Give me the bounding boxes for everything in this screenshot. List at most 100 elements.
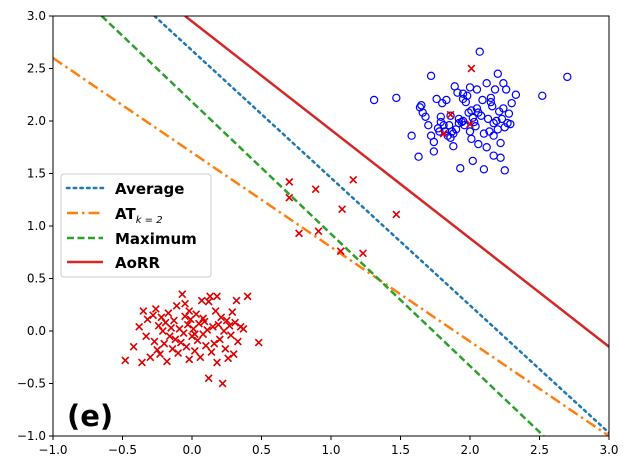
cross-point bbox=[169, 316, 178, 325]
cross-point bbox=[182, 342, 191, 351]
circle-point bbox=[500, 166, 509, 175]
cross-point bbox=[228, 308, 237, 317]
cross-point bbox=[146, 353, 155, 362]
cross-point bbox=[213, 292, 221, 301]
cross-point bbox=[439, 129, 448, 138]
legend-label-at-subscript: k = 2 bbox=[136, 215, 163, 226]
circle-point bbox=[461, 97, 471, 107]
y-axis: −1.0 −0.5 0.0 0.5 1.0 1.5 2.0 2.5 3.0 bbox=[17, 9, 53, 443]
x-tick-label: 0.0 bbox=[182, 443, 201, 457]
circle-point bbox=[474, 139, 483, 149]
line-aorr bbox=[184, 16, 609, 348]
cross-point bbox=[285, 193, 294, 202]
cross-point bbox=[171, 335, 180, 344]
cross-point bbox=[222, 316, 231, 325]
cross-point bbox=[215, 335, 224, 344]
cross-point bbox=[208, 322, 217, 331]
y-tick-label: 0.0 bbox=[27, 324, 46, 338]
circle-point bbox=[392, 93, 401, 103]
cross-point bbox=[192, 310, 201, 319]
panel-label: (e) bbox=[67, 399, 113, 433]
circle-point bbox=[507, 98, 516, 108]
cross-point bbox=[197, 296, 206, 305]
cross-point bbox=[167, 323, 176, 332]
circle-point bbox=[436, 112, 446, 122]
cross-point bbox=[121, 356, 130, 365]
circle-point bbox=[418, 108, 427, 117]
circle-point bbox=[499, 104, 508, 113]
circle-point bbox=[485, 127, 494, 136]
cross-point bbox=[172, 301, 181, 310]
cross-point bbox=[129, 342, 138, 351]
x-tick-label: −0.5 bbox=[108, 443, 137, 457]
circle-point bbox=[454, 118, 464, 128]
circle-point bbox=[538, 91, 547, 101]
cross-point bbox=[217, 313, 226, 322]
circle-point bbox=[424, 120, 433, 130]
cross-point bbox=[203, 325, 212, 334]
circle-point bbox=[504, 109, 514, 118]
legend-label-aorr: AoRR bbox=[115, 254, 160, 272]
x-tick-label: 1.0 bbox=[321, 443, 340, 457]
cross-point bbox=[211, 307, 220, 316]
circle-point bbox=[486, 93, 496, 103]
circle-point bbox=[483, 114, 493, 124]
cross-point bbox=[214, 320, 223, 329]
legend-label-at-k2: ATk = 2 bbox=[115, 205, 163, 226]
cross-point bbox=[226, 331, 235, 340]
circle-point bbox=[369, 95, 379, 105]
circle-point bbox=[421, 112, 430, 122]
cross-point bbox=[218, 379, 227, 388]
cross-point bbox=[446, 110, 455, 119]
circle-point bbox=[467, 134, 476, 144]
line-average bbox=[153, 16, 609, 435]
cross-point bbox=[153, 345, 162, 354]
cross-point bbox=[163, 357, 171, 366]
cross-point bbox=[190, 330, 199, 339]
circle-point bbox=[472, 85, 482, 94]
circle-point bbox=[407, 131, 416, 140]
x-tick-label: 2.0 bbox=[460, 443, 479, 457]
legend: Average ATk = 2 Maximum AoRR bbox=[60, 173, 212, 278]
cross-point bbox=[338, 205, 347, 214]
circle-point bbox=[501, 85, 511, 94]
circle-point bbox=[429, 147, 439, 156]
x-tick-label: 2.5 bbox=[530, 443, 549, 457]
cross-point bbox=[181, 299, 190, 308]
circle-point bbox=[490, 85, 500, 94]
cross-point bbox=[174, 349, 183, 358]
line-at-k-2 bbox=[53, 56, 609, 436]
cross-point bbox=[168, 344, 177, 353]
circle-point bbox=[435, 127, 444, 136]
circle-point bbox=[479, 129, 489, 138]
x-tick-label: 0.5 bbox=[252, 443, 271, 457]
circle-point bbox=[475, 47, 484, 56]
y-tick-label: 1.0 bbox=[27, 219, 46, 233]
circle-point bbox=[456, 164, 465, 173]
y-tick-label: 3.0 bbox=[27, 9, 46, 23]
cross-point bbox=[233, 337, 242, 346]
cross-point bbox=[199, 314, 208, 323]
cross-point bbox=[160, 339, 169, 348]
y-tick-label: 0.5 bbox=[27, 272, 46, 286]
circle-point bbox=[497, 114, 507, 124]
legend-label-maximum: Maximum bbox=[115, 230, 197, 248]
y-tick-label: −1.0 bbox=[17, 429, 46, 443]
circle-point bbox=[414, 152, 423, 161]
circle-point bbox=[489, 118, 498, 128]
cross-point bbox=[359, 249, 367, 258]
circle-point bbox=[458, 89, 468, 98]
y-tick-label: 2.0 bbox=[27, 114, 46, 128]
x-tick-label: −1.0 bbox=[38, 443, 67, 457]
circle-point bbox=[432, 94, 441, 104]
cross-point bbox=[254, 338, 263, 347]
cross-point bbox=[285, 177, 294, 186]
cross-point bbox=[231, 318, 240, 327]
cross-point bbox=[176, 338, 185, 347]
cross-point bbox=[185, 307, 194, 316]
cross-point bbox=[151, 304, 160, 313]
cross-point bbox=[213, 358, 221, 367]
circle-point bbox=[563, 72, 572, 82]
circle-point bbox=[478, 95, 487, 105]
